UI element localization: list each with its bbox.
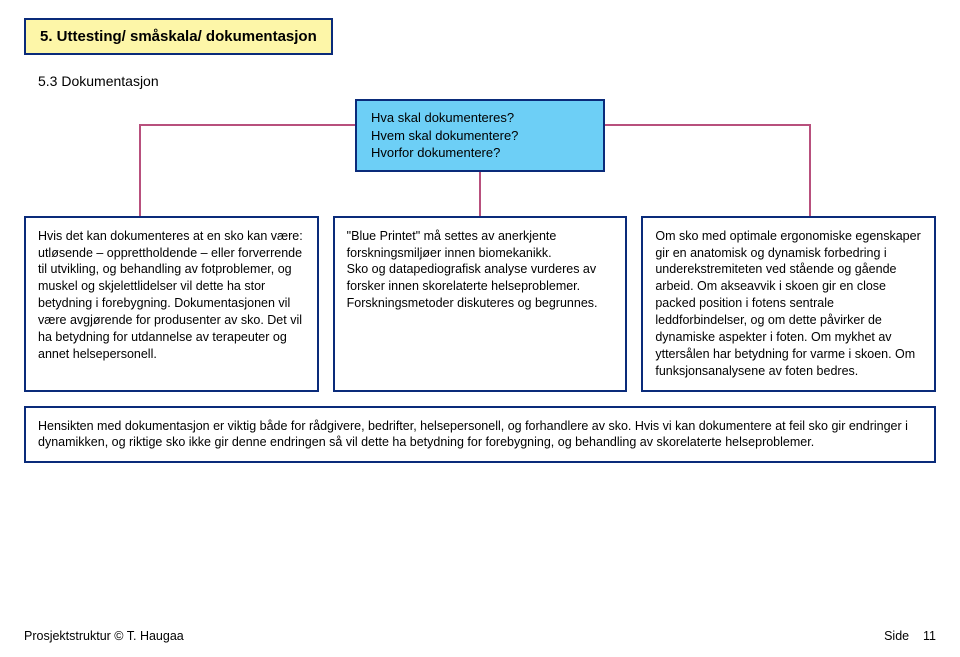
page-footer: Prosjektstruktur © T. Haugaa Side 11 (24, 629, 936, 643)
question-line: Hva skal dokumenteres? (371, 109, 589, 127)
column-box-3: Om sko med optimale ergonomiske egenskap… (641, 216, 936, 392)
question-line: Hvem skal dokumentere? (371, 127, 589, 145)
summary-text: Hensikten med dokumentasjon er viktig bå… (38, 419, 908, 450)
column-text: Om sko med optimale ergonomiske egenskap… (655, 229, 920, 378)
footer-left: Prosjektstruktur © T. Haugaa (24, 629, 184, 643)
columns-row: Hvis det kan dokumenteres at en sko kan … (24, 216, 936, 392)
footer-right: Side 11 (884, 629, 936, 643)
column-text: "Blue Printet" må settes av anerkjente f… (347, 229, 598, 311)
subsection-title: 5.3 Dokumentasjon (38, 73, 936, 89)
column-box-2: "Blue Printet" må settes av anerkjente f… (333, 216, 628, 392)
question-line: Hvorfor dokumentere? (371, 144, 589, 162)
section-title-box: 5. Uttesting/ småskala/ dokumentasjon (24, 18, 333, 55)
questions-box: Hva skal dokumenteres? Hvem skal dokumen… (355, 99, 605, 172)
column-box-1: Hvis det kan dokumenteres at en sko kan … (24, 216, 319, 392)
column-text: Hvis det kan dokumenteres at en sko kan … (38, 229, 303, 361)
section-title: 5. Uttesting/ småskala/ dokumentasjon (40, 28, 317, 45)
summary-box: Hensikten med dokumentasjon er viktig bå… (24, 406, 936, 464)
